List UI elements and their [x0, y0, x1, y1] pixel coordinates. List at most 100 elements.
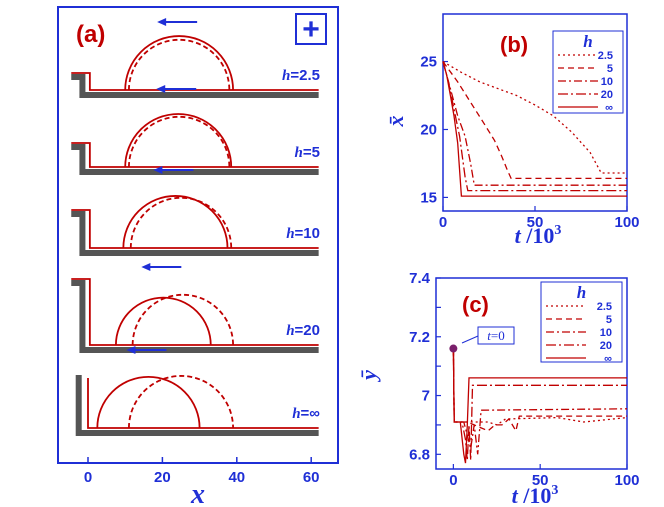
panel-b-ticks: 0 50 100 15 20 25: [420, 54, 639, 231]
row-label-h: h: [286, 323, 294, 339]
legend-entry: 5: [607, 63, 613, 75]
interface-line: [71, 278, 319, 346]
y-tick-label: 6.8: [409, 446, 430, 463]
droplet-solid: [122, 195, 229, 249]
panel-a-rows: h=2.5h=5h=10h=20h=∞: [71, 18, 320, 436]
x-tick-label: 40: [228, 469, 245, 486]
droplet-solid: [96, 376, 201, 429]
row-label-value: =∞: [301, 405, 321, 422]
annotation-text: t=0: [487, 328, 504, 343]
interface-line: [87, 378, 319, 429]
legend-entry: ∞: [605, 102, 613, 114]
row-label: h=∞: [292, 405, 320, 422]
interface-line: [71, 209, 319, 249]
x-tick-label: 0: [84, 469, 92, 486]
legend-entry: 2.5: [597, 301, 612, 313]
x-tick-label: 100: [614, 214, 639, 231]
legend-box: [540, 281, 623, 363]
series-line-1: [442, 61, 627, 180]
panel-b-xlabel-sup: 3: [554, 223, 561, 238]
annotation-box: [477, 326, 515, 345]
series-line-1: [452, 348, 627, 433]
panel-c-ticks: 0 50 100 6.8 7 7.2 7.4: [409, 270, 639, 489]
panel-b-series: [442, 61, 627, 197]
arrow-head-icon: [141, 263, 151, 271]
substrate: [71, 74, 319, 98]
panel-c-xlabel-t: t: [512, 483, 519, 507]
x-tick-label: 50: [532, 472, 549, 489]
row-label-value: =2.5: [290, 67, 320, 84]
row-h-0: h=2.5: [71, 18, 320, 98]
plus-badge: [295, 13, 327, 45]
panel-c-ylabel: ȳ: [356, 370, 381, 383]
row-label-h: h: [295, 145, 303, 161]
panel-a-xlabel: x: [190, 479, 205, 507]
arrow-head-icon: [156, 85, 166, 93]
row-label-value: =20: [295, 322, 320, 339]
y-tick-label: 7: [422, 388, 430, 405]
row-h-4: h=∞: [75, 346, 320, 436]
annotation-leader: [461, 335, 479, 344]
panel-b-label: (b): [500, 32, 528, 57]
panel-c-annotation: t=0: [461, 326, 515, 345]
legend-entry: 20: [601, 89, 613, 101]
legend-box: [552, 30, 624, 114]
interface-line: [71, 142, 319, 168]
y-tick-label: 25: [420, 54, 437, 71]
panel-b-xlabel-rest: /10: [521, 223, 555, 248]
series-line-0: [442, 61, 627, 174]
row-label-h: h: [286, 226, 294, 242]
row-h-1: h=5: [71, 85, 320, 175]
droplet-dashed: [128, 38, 231, 91]
legend-entry: 20: [600, 340, 612, 352]
row-label-value: =5: [303, 144, 320, 161]
x-tick-label: 100: [614, 472, 639, 489]
panel-a-frame: [57, 6, 339, 464]
y-tick-label: 7.4: [409, 270, 431, 287]
start-point-marker: [449, 344, 458, 353]
legend-entry: 5: [606, 314, 612, 326]
panel-b-xlabel: t /103: [515, 223, 562, 248]
series-line-4: [442, 61, 627, 197]
y-tick-label: 15: [420, 189, 437, 206]
panel-a-x-axis: 0 20 40 60: [84, 457, 320, 486]
series-line-0: [452, 348, 628, 426]
x-tick-label: 0: [439, 214, 447, 231]
row-label: h=20: [286, 322, 320, 339]
substrate: [71, 144, 319, 175]
legend-title: h: [577, 283, 586, 302]
panel-c-xlabel-sup: 3: [551, 483, 558, 498]
droplet-dashed: [128, 115, 231, 168]
series-line-3: [452, 348, 627, 461]
panel-c-xlabel: t /103: [512, 483, 559, 507]
droplet-solid: [124, 113, 233, 168]
panel-a-label: (a): [76, 21, 105, 48]
row-h-3: h=20: [71, 263, 320, 353]
row-label-h: h: [292, 406, 300, 422]
row-label: h=10: [286, 225, 320, 242]
arrow-head-icon: [126, 346, 136, 354]
series-line-2: [442, 61, 627, 186]
legend-entry: 2.5: [598, 50, 613, 62]
panel-c-label: (c): [462, 292, 489, 317]
legend-entry: 10: [600, 327, 612, 339]
row-label-value: =10: [295, 225, 320, 242]
panel-b-ylabel: x̄: [383, 116, 408, 128]
series-line-2: [452, 348, 628, 455]
plus-icon: +: [302, 13, 320, 46]
x-tick-label: 60: [303, 469, 320, 486]
panel-c-xlabel-rest: /10: [518, 483, 552, 507]
row-label: h=2.5: [282, 67, 320, 84]
annotation-rest: =0: [491, 328, 505, 343]
row-label: h=5: [295, 144, 320, 161]
droplet-dashed: [128, 375, 234, 429]
y-tick-label: 20: [420, 121, 437, 138]
droplet-solid: [124, 35, 234, 91]
substrate: [71, 211, 319, 256]
y-tick-label: 7.2: [409, 329, 430, 346]
row-label-h: h: [282, 68, 290, 84]
